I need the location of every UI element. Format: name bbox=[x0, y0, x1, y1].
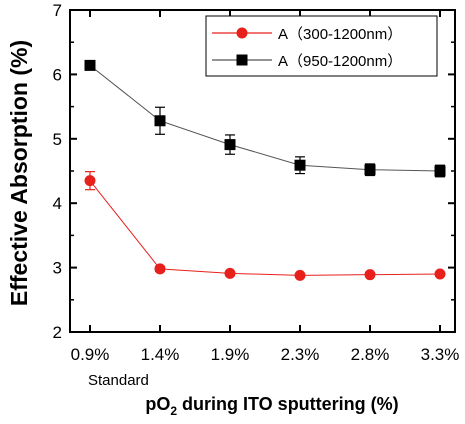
legend-marker bbox=[236, 27, 248, 39]
data-point bbox=[224, 267, 236, 279]
y-tick-label: 5 bbox=[53, 130, 62, 149]
data-point bbox=[84, 175, 96, 187]
data-point bbox=[364, 269, 376, 281]
x-axis: 0.9% 1.4% 1.9% 2.3% 2.8% 3.3% bbox=[71, 10, 460, 364]
legend-label: A（950-1200nm） bbox=[278, 53, 402, 70]
x-axis-title-rest: during ITO sputtering (%) bbox=[177, 394, 399, 414]
series-2 bbox=[84, 59, 446, 178]
y-tick-label: 7 bbox=[53, 1, 62, 20]
x-axis-title-subscript: 2 bbox=[170, 404, 177, 418]
data-point bbox=[154, 115, 166, 127]
data-point bbox=[364, 164, 376, 176]
x-tick-label: 3.3% bbox=[421, 345, 460, 364]
series-line bbox=[89, 180, 441, 276]
standard-annotation: Standard bbox=[88, 372, 149, 389]
x-tick-label: 0.9% bbox=[71, 345, 110, 364]
x-tick-label: 1.9% bbox=[211, 345, 250, 364]
y-axis-title: Effective Absorption (%) bbox=[6, 40, 32, 306]
legend-marker bbox=[236, 54, 248, 66]
x-tick-label: 1.4% bbox=[141, 345, 180, 364]
data-point bbox=[154, 263, 166, 275]
legend: A（300-1200nm） A（950-1200nm） bbox=[205, 15, 438, 77]
y-tick-label: 4 bbox=[53, 194, 62, 213]
data-point bbox=[294, 159, 306, 171]
data-point bbox=[294, 269, 306, 281]
data-point bbox=[434, 268, 446, 280]
series-1 bbox=[84, 171, 446, 281]
series-layer bbox=[84, 59, 446, 281]
data-point bbox=[84, 59, 96, 71]
x-tick-label: 2.3% bbox=[281, 345, 320, 364]
y-tick-label: 2 bbox=[53, 323, 62, 342]
series-line bbox=[89, 64, 441, 172]
data-point bbox=[224, 139, 236, 151]
x-axis-title: pO2 during ITO sputtering (%) bbox=[145, 394, 398, 418]
x-tick-label: 2.8% bbox=[351, 345, 390, 364]
y-axis: 2 3 4 5 6 7 bbox=[53, 1, 455, 342]
y-tick-label: 6 bbox=[53, 65, 62, 84]
legend-label: A（300-1200nm） bbox=[278, 26, 402, 43]
data-point bbox=[434, 165, 446, 177]
y-tick-label: 3 bbox=[53, 259, 62, 278]
x-axis-title-main: pO bbox=[145, 394, 170, 414]
legend-box bbox=[205, 15, 438, 77]
